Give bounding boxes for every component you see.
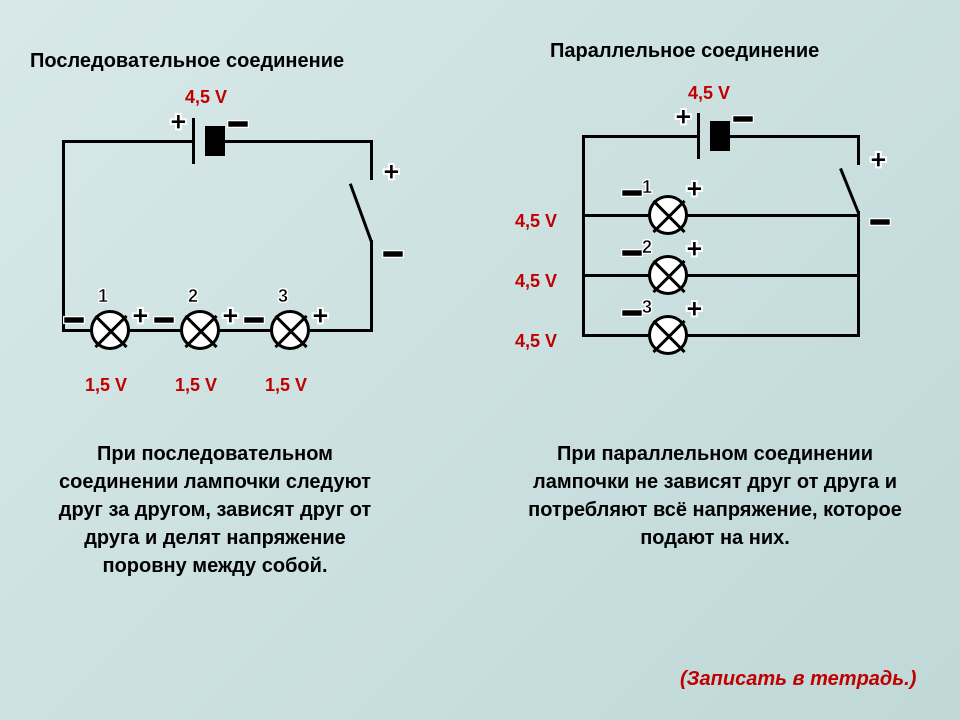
parallel-description: При параллельном соединении лампочки не … [525,440,905,552]
series-lamp-voltage-2: 1,5 V [175,375,217,396]
minus-icon: ▬ [154,306,174,329]
minus-icon: ▬ [622,299,642,322]
series-description: При последовательном соединении лампочки… [40,440,390,580]
minus-icon: ▬ [870,208,890,231]
series-source-voltage: 4,5 V [185,87,227,108]
plus-icon: ✚ [312,304,329,329]
plus-icon: ✚ [686,237,703,262]
minus-icon: ▬ [622,239,642,262]
minus-icon: ▬ [622,179,642,202]
parallel-lamp-2: 2 ▬ ✚ [648,255,688,295]
plus-icon: ✚ [686,177,703,202]
series-lamp-3: 3 ▬ ✚ [270,310,310,350]
plus-icon: ✚ [870,148,887,173]
minus-icon: ▬ [228,110,248,133]
parallel-title: Параллельное соединение [550,40,819,63]
parallel-lamp-1: 1 ▬ ✚ [648,195,688,235]
series-lamp-voltage-1: 1,5 V [85,375,127,396]
minus-icon: ▬ [383,240,403,263]
parallel-source-voltage: 4,5 V [688,83,730,104]
parallel-lamp-voltage-3: 4,5 V [515,331,557,352]
plus-icon: ✚ [132,304,149,329]
series-lamp-2: 2 ▬ ✚ [180,310,220,350]
minus-icon: ▬ [733,105,753,128]
parallel-lamp-3: 3 ▬ ✚ [648,315,688,355]
series-lamp-voltage-3: 1,5 V [265,375,307,396]
series-lamp-1: 1 ▬ ✚ [90,310,130,350]
plus-icon: ✚ [675,105,692,130]
minus-icon: ▬ [64,306,84,329]
minus-icon: ▬ [244,306,264,329]
series-title: Последовательное соединение [30,50,344,73]
plus-icon: ✚ [686,297,703,322]
parallel-lamp-voltage-1: 4,5 V [515,211,557,232]
plus-icon: ✚ [170,110,187,135]
plus-icon: ✚ [222,304,239,329]
plus-icon: ✚ [383,160,400,185]
parallel-lamp-voltage-2: 4,5 V [515,271,557,292]
footnote: (Записать в тетрадь.) [680,668,916,691]
